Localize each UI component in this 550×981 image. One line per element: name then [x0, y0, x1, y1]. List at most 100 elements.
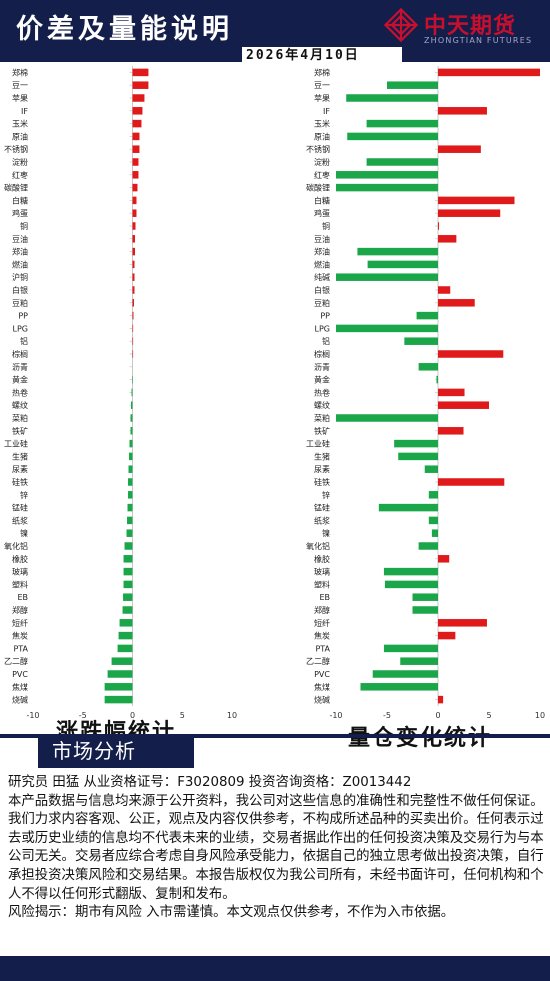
right-bar — [438, 286, 451, 294]
right-category-label: 原油 — [314, 131, 330, 141]
right-category-label: 菜粕 — [314, 413, 330, 423]
left-bar — [124, 542, 133, 550]
right-bar — [438, 401, 489, 409]
right-bar — [383, 567, 438, 576]
right-bar — [336, 183, 438, 192]
right-bar — [366, 119, 438, 128]
left-category-label: 铝 — [20, 336, 28, 346]
right-bar — [428, 516, 438, 525]
left-bar — [132, 81, 149, 89]
left-bar — [132, 311, 134, 320]
right-category-label: 淀粉 — [314, 157, 330, 167]
left-bar — [132, 158, 139, 166]
right-category-label: 焦炭 — [314, 631, 330, 641]
left-bar — [129, 439, 133, 448]
right-x-tick-label: 10 — [535, 711, 545, 720]
right-category-label: PP — [320, 312, 330, 321]
left-bar — [132, 235, 135, 243]
left-bar — [131, 401, 133, 409]
right-bar — [438, 235, 457, 243]
right-bar — [438, 619, 487, 627]
left-category-label: 郑油 — [12, 247, 28, 257]
left-x-tick-label: -10 — [26, 711, 39, 720]
left-bar — [132, 299, 134, 307]
left-category-label: 焦炭 — [12, 631, 28, 641]
right-bar — [336, 273, 438, 281]
right-x-tick-label: 0 — [435, 711, 440, 720]
right-category-label: 黄金 — [314, 375, 330, 385]
left-x-tick-label: 5 — [180, 711, 185, 720]
right-category-label: 不锈钢 — [306, 144, 330, 154]
right-category-label: 乙二醇 — [306, 656, 330, 666]
right-bar — [438, 555, 450, 563]
right-category-label: 热卷 — [314, 387, 330, 397]
left-bar — [132, 260, 135, 269]
right-bar — [347, 132, 438, 141]
left-bar — [126, 529, 133, 537]
page-title: 价差及量能说明 — [16, 14, 233, 45]
left-bar — [128, 465, 133, 473]
right-category-label: 豆油 — [314, 234, 330, 244]
left-category-label: 纸浆 — [12, 515, 28, 525]
right-bar — [431, 529, 438, 537]
right-category-label: 白银 — [314, 285, 330, 295]
left-category-label: 菜粕 — [12, 413, 28, 423]
right-x-tick-label: -5 — [383, 711, 391, 720]
left-bar — [132, 171, 139, 179]
right-bar — [438, 68, 540, 77]
right-category-label: 工业硅 — [306, 439, 330, 449]
right-bar — [438, 107, 487, 115]
right-bar — [394, 439, 438, 448]
right-bar — [336, 171, 438, 179]
section-divider — [0, 734, 550, 738]
left-category-label: 原油 — [12, 131, 28, 141]
left-bar — [117, 644, 133, 653]
right-category-label: 白糖 — [314, 195, 330, 205]
left-category-label: 棕榈 — [12, 349, 28, 359]
right-bar — [416, 311, 438, 320]
left-bar — [132, 94, 145, 102]
logo-subtitle: ZHONGTIAN FUTURES — [424, 36, 533, 45]
right-category-label: 豆粕 — [314, 298, 330, 308]
left-category-label: 橡胶 — [12, 554, 28, 564]
right-category-label: 郑油 — [314, 247, 330, 257]
right-category-label: 玉米 — [314, 119, 330, 129]
right-bar — [438, 695, 444, 704]
left-category-label: 玻璃 — [12, 567, 28, 577]
left-category-label: 短纤 — [12, 618, 28, 628]
left-category-label: 工业硅 — [4, 439, 28, 449]
market-analysis-tab[interactable]: 市场分析 — [38, 734, 194, 768]
left-category-label: 沪铜 — [12, 272, 28, 282]
left-category-label: 豆油 — [12, 234, 28, 244]
right-bar — [372, 670, 438, 678]
left-category-label: 生猪 — [12, 451, 28, 461]
left-category-label: 碳酸锂 — [4, 183, 28, 193]
left-category-label: EB — [17, 593, 28, 602]
right-category-label: 铜 — [322, 221, 330, 231]
left-bar — [122, 606, 133, 614]
right-category-label: 碳酸锂 — [306, 183, 330, 193]
left-bar — [123, 593, 133, 601]
left-category-label: 黄金 — [12, 375, 28, 385]
right-category-label: 沥青 — [314, 362, 330, 372]
right-category-label: 棕榈 — [314, 349, 330, 359]
right-bar — [346, 94, 438, 102]
left-category-label: PTA — [13, 644, 28, 653]
left-category-label: 镍 — [20, 528, 28, 538]
right-bar — [418, 363, 438, 371]
logo-knot-icon — [383, 7, 419, 43]
report-date: 2026年4月10日 — [242, 47, 402, 65]
right-bar — [428, 491, 438, 499]
left-category-label: 铁矿 — [12, 426, 28, 436]
right-category-label: 锌 — [322, 490, 330, 500]
right-bar — [438, 427, 464, 435]
right-bar — [378, 503, 438, 512]
left-category-label: 豆粕 — [12, 298, 28, 308]
right-category-label: 郑棉 — [314, 67, 330, 77]
right-category-label: 鸡蛋 — [314, 208, 330, 218]
left-bar — [107, 670, 133, 678]
left-bar — [132, 107, 143, 115]
right-bar — [366, 158, 438, 166]
left-category-label: 白银 — [12, 285, 28, 295]
